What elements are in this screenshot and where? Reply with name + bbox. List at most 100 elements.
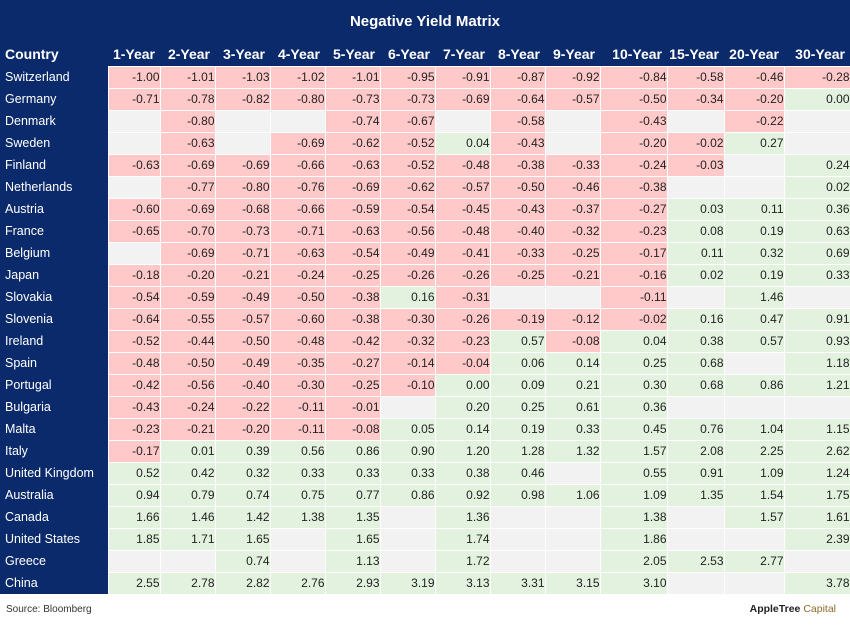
yield-cell: -0.40 (489, 219, 546, 243)
yield-cell: 0.42 (159, 461, 216, 485)
empty-cell (544, 549, 601, 573)
yield-cell: 0.21 (544, 373, 601, 397)
yield-cell: -0.25 (489, 263, 546, 287)
yield-cell: -0.03 (666, 153, 725, 177)
table-row: United Kingdom 0.52 0.42 0.32 0.33 0.33 0.33 0.… (0, 461, 850, 485)
matrix-title: Negative Yield Matrix (0, 0, 850, 42)
table-row: Spain -0.48 -0.50 -0.49 -0.35 -0.27 -0.14 -0.04… (0, 351, 850, 375)
yield-cell: -0.50 (269, 285, 326, 309)
yield-cell: -0.71 (214, 241, 271, 265)
empty-cell (214, 131, 271, 155)
brand-main: AppleTree (749, 603, 801, 615)
yield-cell: -0.24 (599, 153, 668, 177)
yield-cell: 1.46 (723, 285, 785, 309)
yield-cell: 1.74 (434, 527, 491, 551)
yield-cell: -0.30 (379, 307, 436, 331)
column-header: 4-Year (270, 42, 325, 66)
yield-cell: 0.91 (783, 307, 850, 331)
empty-cell (379, 527, 436, 551)
empty-cell (489, 285, 546, 309)
yield-cell: 1.20 (434, 439, 491, 463)
empty-cell (783, 285, 850, 309)
yield-cell: 1.15 (783, 417, 850, 441)
yield-cell: -0.73 (324, 87, 381, 111)
table-row: Bulgaria -0.43 -0.24 -0.22 -0.11 -0.01 0.20 0.2… (0, 395, 850, 419)
yield-cell: -0.26 (434, 307, 491, 331)
yield-cell: -0.46 (723, 65, 785, 89)
yield-cell: -0.42 (107, 373, 161, 397)
yield-cell: -0.38 (599, 175, 668, 199)
table-row: Portugal -0.42 -0.56 -0.40 -0.30 -0.25 -0.10 0.… (0, 373, 850, 397)
yield-cell: 0.76 (666, 417, 725, 441)
table-body: Switzerland -1.00 -1.01 -1.03 -1.02 -1.01 -0.9… (0, 65, 850, 595)
yield-cell: -0.78 (159, 87, 216, 111)
yield-cell: 1.57 (599, 439, 668, 463)
yield-cell: 0.05 (379, 417, 436, 441)
yield-cell: 0.77 (324, 483, 381, 507)
yield-cell: -0.49 (214, 351, 271, 375)
country-label: United States (0, 528, 108, 550)
yield-cell: 1.36 (434, 505, 491, 529)
yield-cell: 0.09 (489, 373, 546, 397)
yield-cell: -0.69 (159, 153, 216, 177)
table-row: Germany -0.71 -0.78 -0.82 -0.80 -0.73 -0.73 -0.… (0, 87, 850, 111)
empty-cell (159, 549, 216, 573)
yield-cell: 0.04 (434, 131, 491, 155)
yield-cell: -0.23 (434, 329, 491, 353)
column-header: 7-Year (435, 42, 490, 66)
empty-cell (379, 395, 436, 419)
yield-cell: 0.86 (324, 439, 381, 463)
country-label: Bulgaria (0, 396, 108, 418)
yield-cell: -0.80 (159, 109, 216, 133)
yield-cell: 3.78 (783, 571, 850, 595)
country-label: United Kingdom (0, 462, 108, 484)
country-column-header: Country (0, 42, 108, 66)
yield-cell: -0.02 (666, 131, 725, 155)
yield-cell: 0.00 (783, 87, 850, 111)
yield-cell: 1.38 (599, 505, 668, 529)
yield-cell: -0.22 (214, 395, 271, 419)
yield-cell: 0.33 (379, 461, 436, 485)
yield-cell: 2.55 (107, 571, 161, 595)
yield-cell: -0.87 (489, 65, 546, 89)
yield-cell: 0.33 (783, 263, 850, 287)
yield-cell: 0.01 (159, 439, 216, 463)
empty-cell (107, 241, 161, 265)
column-header: 9-Year (545, 42, 600, 66)
country-label: Malta (0, 418, 108, 440)
yield-cell: 0.68 (666, 373, 725, 397)
yield-cell: -0.32 (379, 329, 436, 353)
yield-cell: -0.69 (159, 241, 216, 265)
empty-cell (723, 175, 785, 199)
yield-cell: 0.14 (434, 417, 491, 441)
yield-cell: 0.06 (489, 351, 546, 375)
empty-cell (783, 549, 850, 573)
column-header: 5-Year (325, 42, 380, 66)
country-label: Portugal (0, 374, 108, 396)
yield-cell: 1.24 (783, 461, 850, 485)
yield-cell: 1.66 (107, 505, 161, 529)
yield-cell: 1.06 (544, 483, 601, 507)
yield-cell: 0.25 (489, 395, 546, 419)
yield-cell: -0.66 (269, 153, 326, 177)
yield-cell: -0.04 (434, 351, 491, 375)
yield-cell: -0.33 (489, 241, 546, 265)
yield-cell: 1.71 (159, 527, 216, 551)
yield-cell: 0.63 (783, 219, 850, 243)
yield-cell: -0.43 (107, 395, 161, 419)
table-row: Sweden -0.63 -0.69 -0.62 -0.52 0.04 -0.43 -0.20… (0, 131, 850, 155)
table-row: Canada 1.66 1.46 1.42 1.38 1.35 1.36 1.38 1.57 1.… (0, 505, 850, 529)
yield-cell: -0.76 (269, 175, 326, 199)
table-row: Japan -0.18 -0.20 -0.21 -0.24 -0.25 -0.26 -0.26… (0, 263, 850, 287)
yield-cell: -1.03 (214, 65, 271, 89)
yield-cell: -0.45 (434, 197, 491, 221)
country-label: Japan (0, 264, 108, 286)
yield-cell: -0.20 (723, 87, 785, 111)
yield-cell: 0.93 (783, 329, 850, 353)
yield-cell: -0.24 (159, 395, 216, 419)
yield-cell: -1.01 (159, 65, 216, 89)
yield-cell: -0.80 (269, 87, 326, 111)
table-row: China 2.55 2.78 2.82 2.76 2.93 3.19 3.13 3.31 3.1… (0, 571, 850, 595)
yield-cell: 1.72 (434, 549, 491, 573)
yield-cell: -0.58 (489, 109, 546, 133)
